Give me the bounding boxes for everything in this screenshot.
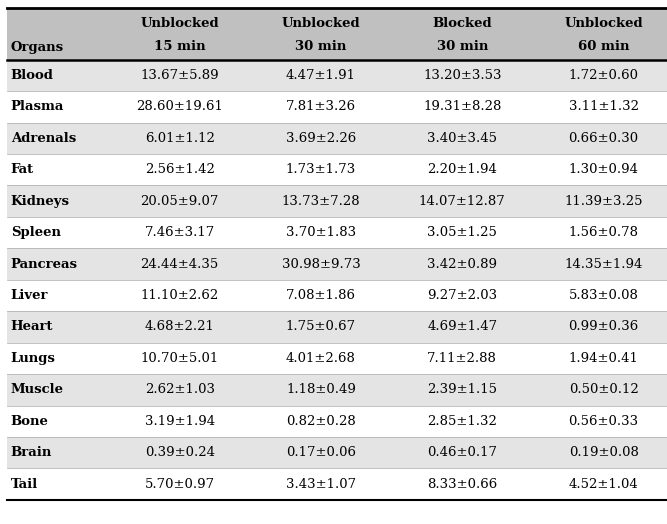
Text: 30.98±9.73: 30.98±9.73 xyxy=(281,258,360,270)
Text: 1.56±0.78: 1.56±0.78 xyxy=(568,226,638,239)
Text: Blocked: Blocked xyxy=(432,17,492,30)
Text: 3.70±1.83: 3.70±1.83 xyxy=(286,226,356,239)
Text: 0.56±0.33: 0.56±0.33 xyxy=(568,415,639,428)
Text: Pancreas: Pancreas xyxy=(11,258,77,270)
Bar xyxy=(7,406,667,437)
Text: 30 min: 30 min xyxy=(437,40,488,53)
Bar xyxy=(7,60,667,91)
Text: 1.18±0.49: 1.18±0.49 xyxy=(286,384,356,396)
Text: 15 min: 15 min xyxy=(154,40,205,53)
Text: 10.70±5.01: 10.70±5.01 xyxy=(141,352,219,365)
Text: 13.73±7.28: 13.73±7.28 xyxy=(281,195,360,208)
Text: Bone: Bone xyxy=(11,415,49,428)
Bar xyxy=(7,8,667,60)
Text: Kidneys: Kidneys xyxy=(11,195,69,208)
Text: 4.52±1.04: 4.52±1.04 xyxy=(569,478,638,490)
Bar xyxy=(7,185,667,217)
Text: Fat: Fat xyxy=(11,163,34,176)
Text: 0.19±0.08: 0.19±0.08 xyxy=(569,446,638,459)
Text: 0.46±0.17: 0.46±0.17 xyxy=(428,446,498,459)
Text: Plasma: Plasma xyxy=(11,101,64,113)
Text: 6.01±1.12: 6.01±1.12 xyxy=(145,132,215,145)
Text: Brain: Brain xyxy=(11,446,52,459)
Text: Adrenals: Adrenals xyxy=(11,132,76,145)
Bar xyxy=(7,248,667,280)
Text: 13.67±5.89: 13.67±5.89 xyxy=(140,69,219,82)
Text: 0.50±0.12: 0.50±0.12 xyxy=(569,384,638,396)
Text: 3.19±1.94: 3.19±1.94 xyxy=(145,415,215,428)
Text: 7.11±2.88: 7.11±2.88 xyxy=(428,352,497,365)
Text: 1.94±0.41: 1.94±0.41 xyxy=(569,352,638,365)
Text: Unblocked: Unblocked xyxy=(281,17,360,30)
Text: 4.01±2.68: 4.01±2.68 xyxy=(286,352,356,365)
Text: 5.83±0.08: 5.83±0.08 xyxy=(569,289,638,302)
Text: 3.69±2.26: 3.69±2.26 xyxy=(286,132,356,145)
Bar xyxy=(7,374,667,406)
Text: 14.07±12.87: 14.07±12.87 xyxy=(419,195,506,208)
Text: 9.27±2.03: 9.27±2.03 xyxy=(428,289,498,302)
Text: Lungs: Lungs xyxy=(11,352,55,365)
Text: 20.05±9.07: 20.05±9.07 xyxy=(141,195,219,208)
Bar xyxy=(7,437,667,468)
Text: 2.56±1.42: 2.56±1.42 xyxy=(145,163,215,176)
Text: 0.82±0.28: 0.82±0.28 xyxy=(286,415,356,428)
Bar xyxy=(7,311,667,343)
Bar xyxy=(7,123,667,154)
Text: 24.44±4.35: 24.44±4.35 xyxy=(141,258,219,270)
Text: 3.11±1.32: 3.11±1.32 xyxy=(568,101,638,113)
Text: Tail: Tail xyxy=(11,478,38,490)
Text: 8.33±0.66: 8.33±0.66 xyxy=(427,478,498,490)
Text: 3.43±1.07: 3.43±1.07 xyxy=(286,478,356,490)
Text: 3.42±0.89: 3.42±0.89 xyxy=(428,258,498,270)
Text: Spleen: Spleen xyxy=(11,226,61,239)
Text: Blood: Blood xyxy=(11,69,53,82)
Text: Muscle: Muscle xyxy=(11,384,63,396)
Bar xyxy=(7,468,667,500)
Text: 2.85±1.32: 2.85±1.32 xyxy=(428,415,497,428)
Text: 28.60±19.61: 28.60±19.61 xyxy=(136,101,223,113)
Text: 3.40±3.45: 3.40±3.45 xyxy=(428,132,498,145)
Text: 2.20±1.94: 2.20±1.94 xyxy=(428,163,497,176)
Text: 7.08±1.86: 7.08±1.86 xyxy=(286,289,356,302)
Text: 19.31±8.28: 19.31±8.28 xyxy=(423,101,502,113)
Text: Unblocked: Unblocked xyxy=(564,17,643,30)
Text: 60 min: 60 min xyxy=(578,40,630,53)
Text: 14.35±1.94: 14.35±1.94 xyxy=(564,258,643,270)
Text: 11.10±2.62: 11.10±2.62 xyxy=(141,289,219,302)
Text: 0.99±0.36: 0.99±0.36 xyxy=(568,321,639,333)
Bar xyxy=(7,343,667,374)
Text: Liver: Liver xyxy=(11,289,48,302)
Text: 4.68±2.21: 4.68±2.21 xyxy=(145,321,215,333)
Text: 1.73±1.73: 1.73±1.73 xyxy=(286,163,356,176)
Text: 1.72±0.60: 1.72±0.60 xyxy=(568,69,638,82)
Text: 7.46±3.17: 7.46±3.17 xyxy=(145,226,215,239)
Text: 1.75±0.67: 1.75±0.67 xyxy=(286,321,356,333)
Text: 4.69±1.47: 4.69±1.47 xyxy=(428,321,498,333)
Text: 13.20±3.53: 13.20±3.53 xyxy=(423,69,502,82)
Text: Heart: Heart xyxy=(11,321,53,333)
Text: Unblocked: Unblocked xyxy=(140,17,219,30)
Text: 7.81±3.26: 7.81±3.26 xyxy=(286,101,356,113)
Text: 0.66±0.30: 0.66±0.30 xyxy=(568,132,639,145)
Bar xyxy=(7,91,667,123)
Text: 3.05±1.25: 3.05±1.25 xyxy=(428,226,497,239)
Text: 0.39±0.24: 0.39±0.24 xyxy=(145,446,215,459)
Text: 1.30±0.94: 1.30±0.94 xyxy=(568,163,638,176)
Text: 5.70±0.97: 5.70±0.97 xyxy=(145,478,215,490)
Bar xyxy=(7,217,667,248)
Bar xyxy=(7,154,667,185)
Bar xyxy=(7,280,667,311)
Text: 4.47±1.91: 4.47±1.91 xyxy=(286,69,356,82)
Text: 2.39±1.15: 2.39±1.15 xyxy=(428,384,498,396)
Text: Organs: Organs xyxy=(11,41,64,54)
Text: 2.62±1.03: 2.62±1.03 xyxy=(145,384,215,396)
Text: 11.39±3.25: 11.39±3.25 xyxy=(564,195,643,208)
Text: 0.17±0.06: 0.17±0.06 xyxy=(286,446,356,459)
Text: 30 min: 30 min xyxy=(295,40,347,53)
